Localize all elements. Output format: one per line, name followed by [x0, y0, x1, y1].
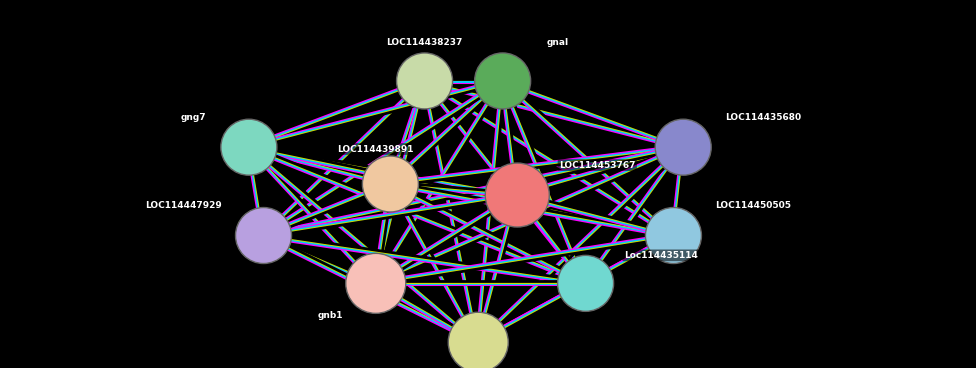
Text: gng7: gng7 [182, 113, 207, 122]
Text: LOC114453767: LOC114453767 [559, 160, 635, 170]
Circle shape [362, 156, 419, 212]
Text: gnb1: gnb1 [318, 311, 344, 320]
Text: LOC114447929: LOC114447929 [145, 201, 222, 210]
Circle shape [474, 53, 531, 109]
Text: Loc114435114: Loc114435114 [624, 251, 698, 260]
Circle shape [235, 208, 292, 263]
Circle shape [221, 119, 277, 175]
Circle shape [396, 53, 453, 109]
Text: gnal: gnal [547, 39, 569, 47]
Circle shape [485, 163, 549, 227]
Circle shape [346, 253, 406, 314]
Text: LOC114439891: LOC114439891 [337, 145, 414, 153]
Circle shape [645, 208, 702, 263]
Text: LOC114435680: LOC114435680 [725, 113, 801, 122]
Circle shape [448, 312, 508, 368]
Circle shape [655, 119, 712, 175]
Text: LOC114438237: LOC114438237 [386, 39, 463, 47]
Circle shape [557, 255, 614, 311]
Text: LOC114450505: LOC114450505 [715, 201, 792, 210]
